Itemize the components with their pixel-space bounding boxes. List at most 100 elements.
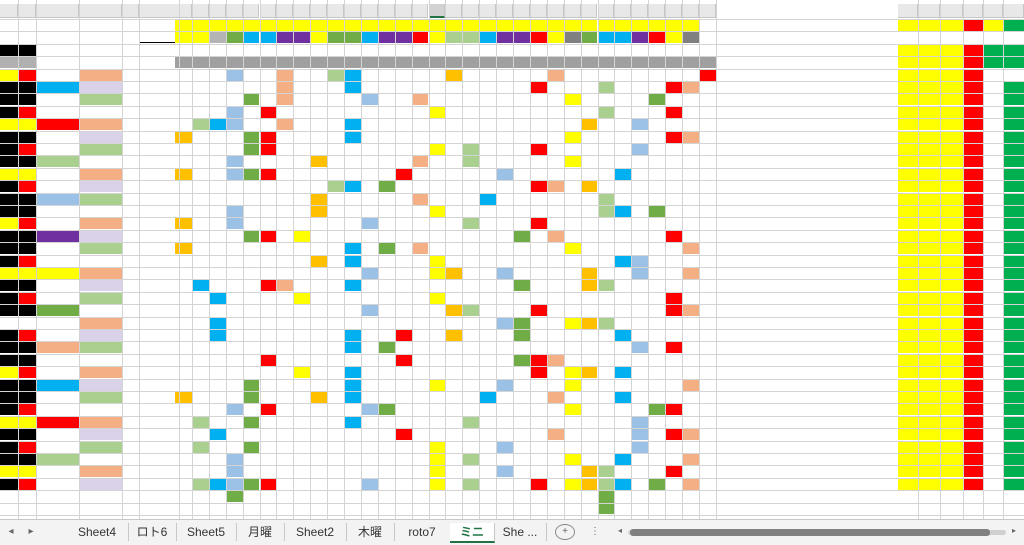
row-1318-num-3: [411, 93, 429, 105]
column-header-l[interactable]: [259, 4, 277, 18]
column-header-c[interactable]: [36, 4, 79, 18]
row-1336-date-c: [36, 317, 79, 329]
row-1334-num-1: [293, 292, 311, 304]
sheet-tab-8[interactable]: She ...: [494, 523, 547, 541]
column-header-h[interactable]: [191, 4, 209, 18]
column-header-r[interactable]: [360, 4, 378, 18]
column-header-a[interactable]: [0, 4, 18, 18]
row-1344-col-a: [0, 416, 18, 428]
row-1324-stat-ap: [963, 168, 983, 180]
row-1337-date-d: [79, 329, 122, 341]
row-1333-date-d: [79, 279, 122, 291]
column-header-aa[interactable]: [513, 4, 530, 18]
sheet-tab-4[interactable]: Sheet2: [284, 523, 347, 541]
column-header-w[interactable]: [445, 4, 463, 18]
sheet-tab-3[interactable]: 月曜: [236, 523, 285, 541]
column-header-q[interactable]: [344, 4, 361, 18]
column-header-ap[interactable]: [963, 4, 983, 18]
row-1317-date-c: [36, 81, 79, 93]
column-header-ae[interactable]: [580, 4, 598, 18]
sheet-tab-0[interactable]: Sheet4: [66, 523, 129, 541]
row-1335-col-a: [0, 304, 18, 316]
column-header-p[interactable]: [327, 4, 344, 18]
sheet-tab-5[interactable]: 木曜: [346, 523, 395, 541]
sheet-tab-1[interactable]: ロト6: [128, 523, 177, 541]
row-1315-a: [0, 44, 18, 56]
column-header-z[interactable]: [496, 4, 513, 18]
number-header-14: [394, 31, 412, 43]
column-header-ah[interactable]: [631, 4, 649, 18]
row-1329-num-0: [242, 230, 260, 242]
row-1319-stat-ao: [940, 106, 963, 118]
column-header-af[interactable]: [597, 4, 615, 18]
row-1348-num-1: [428, 465, 446, 477]
column-header-g[interactable]: [175, 4, 192, 18]
column-header-b[interactable]: [18, 4, 36, 18]
column-header-aj[interactable]: [665, 4, 682, 18]
column-header-ac[interactable]: [546, 4, 564, 18]
column-header-n[interactable]: [293, 4, 311, 18]
column-header-j[interactable]: [225, 4, 243, 18]
sheet-tab-6[interactable]: roto7: [394, 523, 451, 541]
column-header-o[interactable]: [310, 4, 328, 18]
column-header-k[interactable]: [242, 4, 260, 18]
column-header-ag[interactable]: [614, 4, 632, 18]
row-1331-num-4: [631, 255, 649, 267]
column-header-t[interactable]: [394, 4, 412, 18]
sheet-tab-2[interactable]: Sheet5: [176, 523, 237, 541]
scrollbar-thumb[interactable]: [630, 529, 990, 536]
column-header-u[interactable]: [411, 4, 429, 18]
column-header-ak[interactable]: [682, 4, 699, 18]
spreadsheet-grid[interactable]: [0, 0, 1024, 519]
column-header-aq[interactable]: [983, 4, 1003, 18]
row-1328-stat-al: [698, 217, 716, 229]
column-header-ab[interactable]: [529, 4, 547, 18]
row-1346-period: [122, 441, 139, 453]
row-1327-draw-number: [139, 205, 179, 217]
row-1324-stat-ao: [940, 168, 963, 180]
column-header-d[interactable]: [79, 4, 122, 18]
row-1317-col-a: [0, 81, 18, 93]
column-header-m[interactable]: [276, 4, 294, 18]
column-header-al[interactable]: [698, 4, 716, 18]
add-sheet-button[interactable]: +: [555, 524, 575, 540]
scroll-tabs-left-icon[interactable]: ◂: [8, 526, 14, 537]
column-header-v[interactable]: [428, 4, 446, 18]
column-header-i[interactable]: [208, 4, 226, 18]
column-header-s[interactable]: [377, 4, 395, 18]
row-1317-stat-ap: [963, 81, 983, 93]
row-1320-stat-ar: [1003, 118, 1024, 130]
scroll-tabs-right-icon[interactable]: ▸: [28, 526, 34, 537]
row-1328-period: [122, 217, 139, 229]
more-options-icon[interactable]: ⋮: [590, 526, 600, 537]
column-header-ao[interactable]: [940, 4, 963, 18]
row-1348-date-d: [79, 465, 122, 477]
column-header-f[interactable]: [139, 4, 179, 18]
header-am: [898, 19, 918, 31]
row-1327-date-d: [79, 205, 122, 217]
column-header-y[interactable]: [479, 4, 497, 18]
column-header-an[interactable]: [918, 4, 940, 18]
row-1328-col-a: [0, 217, 18, 229]
column-header-e[interactable]: [122, 4, 139, 18]
row-1324-num-5: [496, 168, 513, 180]
scroll-left-arrow-icon[interactable]: ◂: [618, 526, 623, 535]
column-header-ai[interactable]: [648, 4, 666, 18]
horizontal-scrollbar[interactable]: ◂ ▸: [618, 526, 1016, 537]
sheet-tab-7[interactable]: ミニ: [450, 523, 495, 543]
row-1333-stat-am: [898, 279, 918, 291]
column-header-x[interactable]: [462, 4, 480, 18]
row-1343-stat-ao: [940, 403, 963, 415]
row-1328-stat-ar: [1003, 217, 1024, 229]
row-1340-date-c: [36, 366, 79, 378]
row-1327-num-1: [310, 205, 328, 217]
column-header-ad[interactable]: [563, 4, 581, 18]
row-1334-num-2: [428, 292, 446, 304]
column-header-ar[interactable]: [1003, 4, 1024, 18]
column-header-am[interactable]: [898, 4, 918, 18]
row-1345-period: [122, 428, 139, 440]
number-header-16: [428, 31, 446, 43]
row-1332-stat-ao: [940, 267, 963, 279]
row-1327-period: [122, 205, 139, 217]
scroll-right-arrow-icon[interactable]: ▸: [1011, 526, 1016, 535]
